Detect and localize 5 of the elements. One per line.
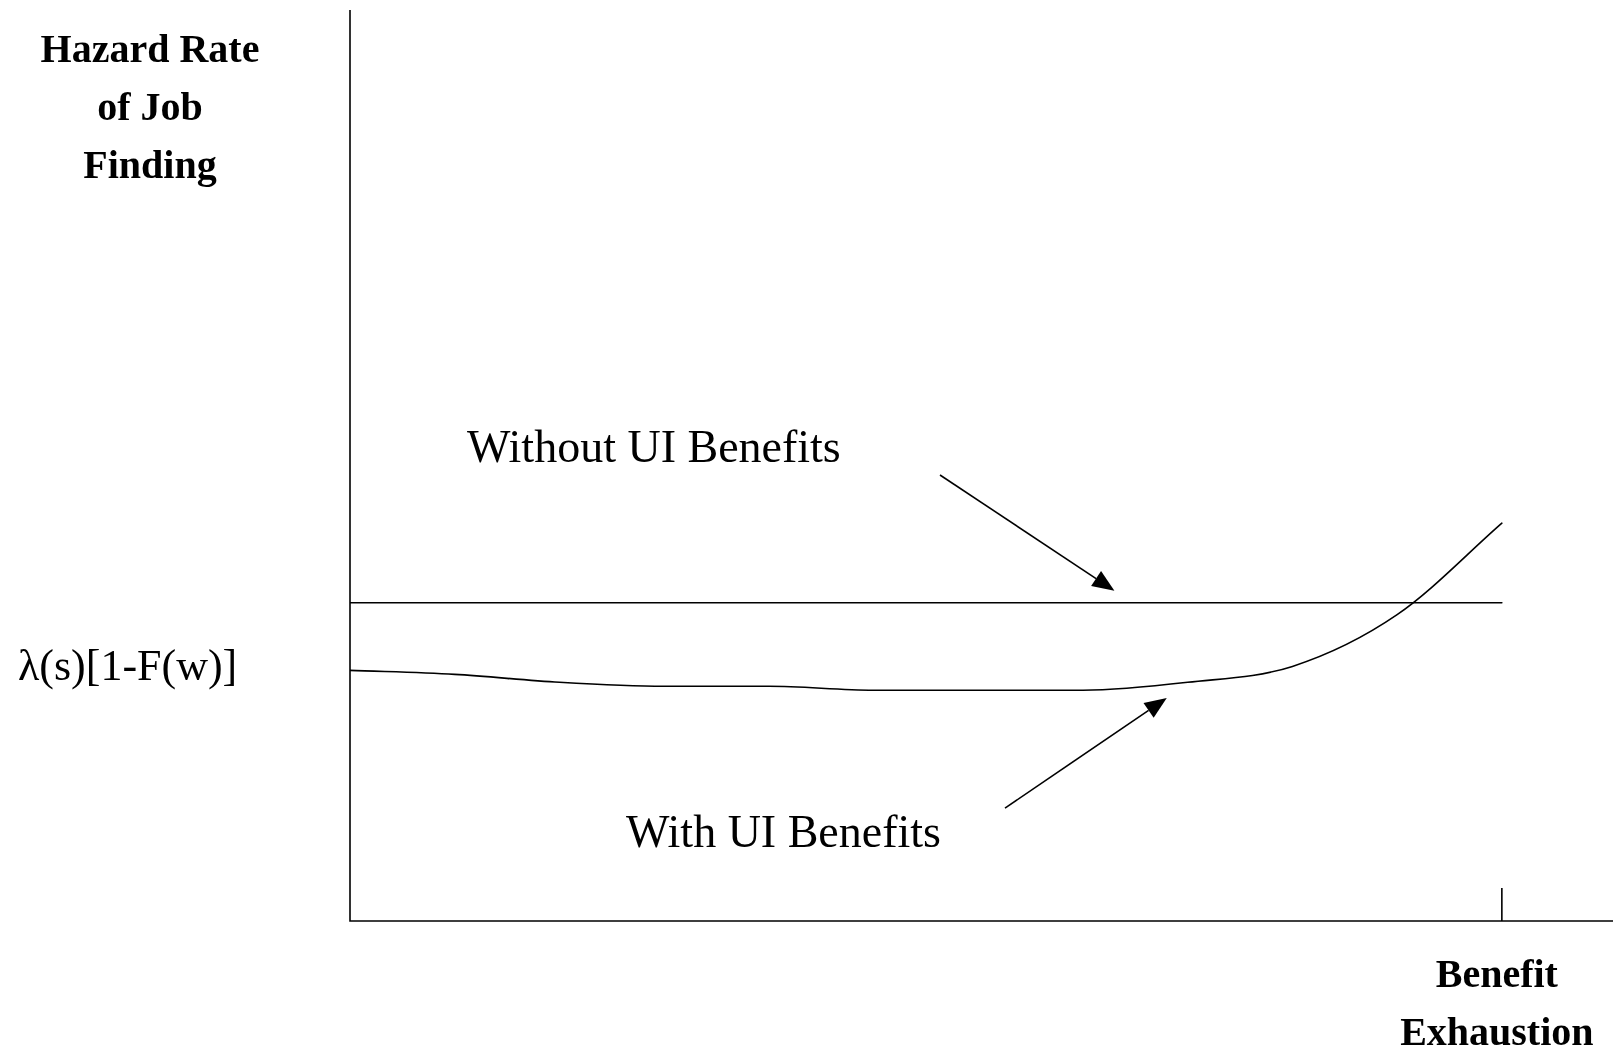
x-axis-title: Benefit Exhaustion: [1399, 950, 1595, 1056]
text: λ(s)[1-F(w)]: [18, 640, 238, 692]
text: Hazard Rate of Job Finding: [39, 25, 261, 189]
text: Without UI Benefits: [467, 420, 841, 473]
text: With UI Benefits: [626, 805, 941, 858]
